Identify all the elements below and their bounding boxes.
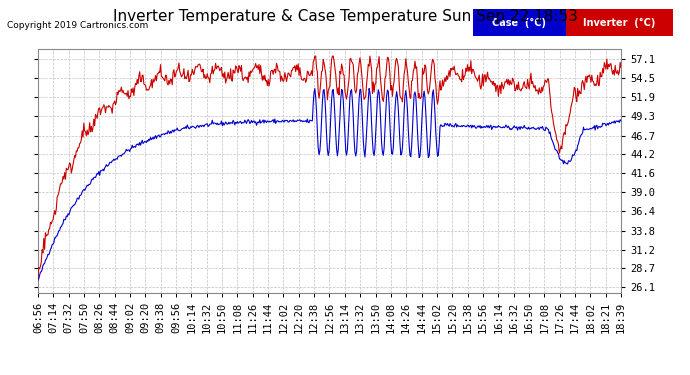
Text: Copyright 2019 Cartronics.com: Copyright 2019 Cartronics.com xyxy=(7,21,148,30)
Text: Inverter Temperature & Case Temperature Sun Sep 22 18:53: Inverter Temperature & Case Temperature … xyxy=(112,9,578,24)
Text: Inverter  (°C): Inverter (°C) xyxy=(583,18,656,27)
Text: Case  (°C): Case (°C) xyxy=(492,18,546,27)
